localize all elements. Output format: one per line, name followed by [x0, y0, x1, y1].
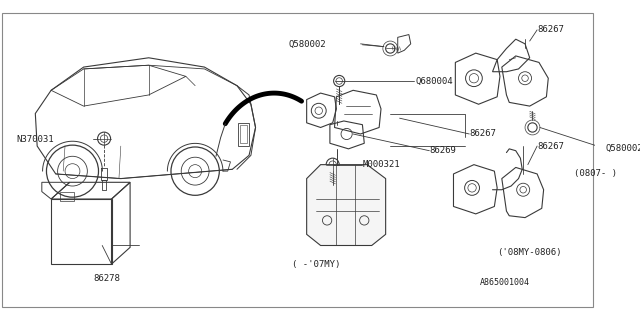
- Text: ('08MY-0806): ('08MY-0806): [497, 248, 562, 257]
- Text: N370031: N370031: [17, 135, 54, 144]
- Polygon shape: [307, 165, 386, 245]
- Bar: [238, 123, 249, 146]
- Bar: [60, 192, 74, 201]
- Text: 86267: 86267: [537, 25, 564, 35]
- Text: ( -'07MY): ( -'07MY): [292, 260, 340, 268]
- Text: M000321: M000321: [362, 160, 400, 169]
- Bar: [240, 125, 247, 143]
- Text: Q580002: Q580002: [606, 144, 640, 153]
- Text: 86269: 86269: [429, 146, 456, 155]
- Text: 86267: 86267: [469, 130, 496, 139]
- Text: Q580002: Q580002: [288, 40, 326, 49]
- Text: (0807- ): (0807- ): [574, 169, 618, 179]
- Text: 86278: 86278: [93, 274, 120, 283]
- Text: 86267: 86267: [537, 141, 564, 151]
- Text: A865001004: A865001004: [480, 278, 530, 287]
- Text: Q680004: Q680004: [415, 76, 453, 85]
